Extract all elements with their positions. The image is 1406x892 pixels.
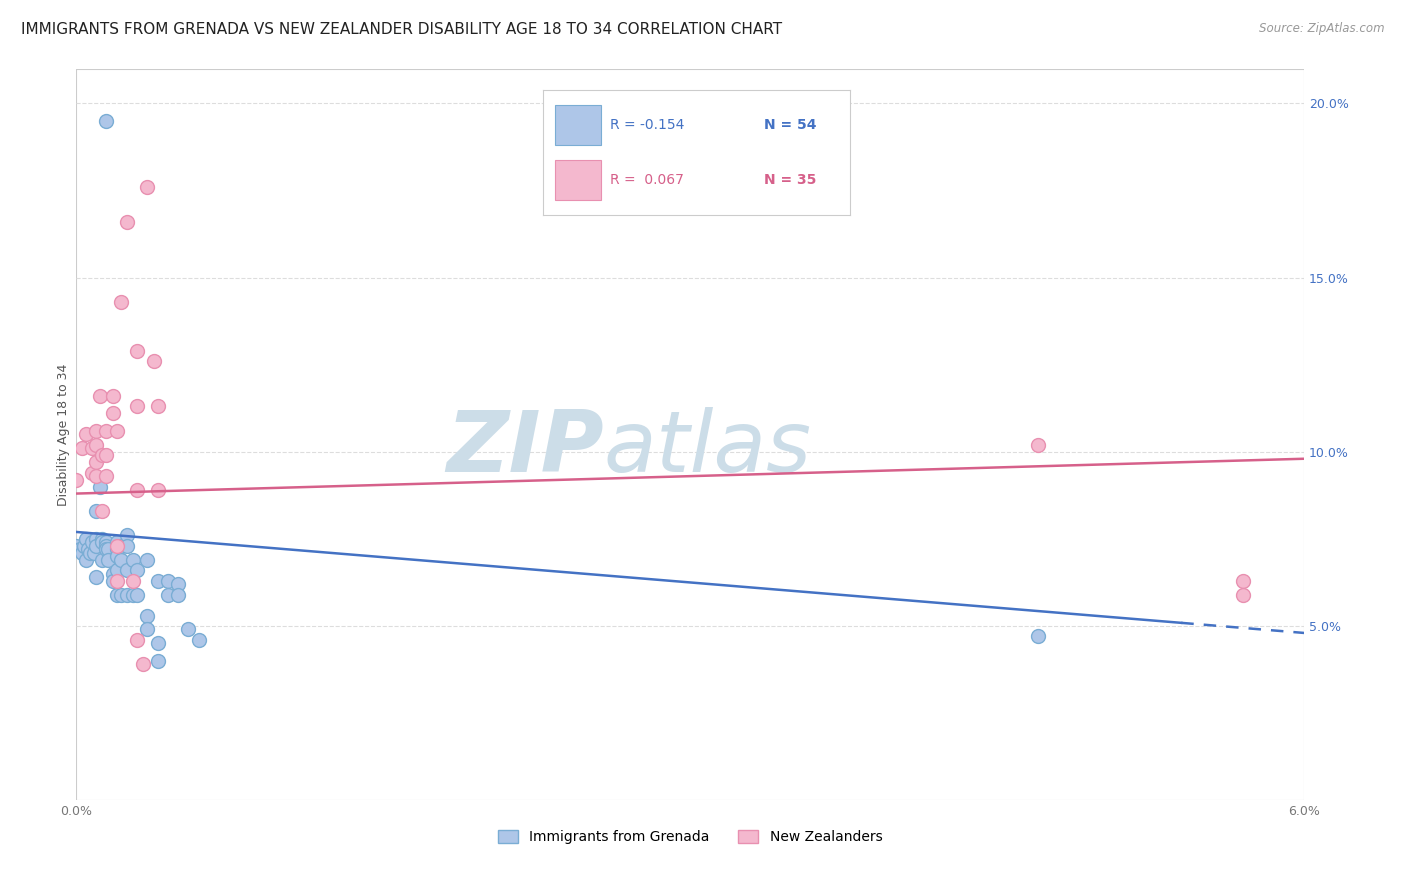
Point [1026, 629, 1049, 643]
Point [96, 113, 118, 128]
Point [1232, 588, 1254, 602]
Point [91, 448, 114, 462]
Point [105, 535, 128, 549]
Point [110, 588, 132, 602]
Point [110, 295, 132, 310]
Point [105, 424, 128, 438]
Point [75, 553, 97, 567]
Point [115, 528, 138, 542]
Y-axis label: Disability Age 18 to 34: Disability Age 18 to 34 [58, 363, 70, 506]
Point [115, 588, 138, 602]
Point [75, 427, 97, 442]
Point [127, 588, 149, 602]
Point [84, 438, 107, 452]
Text: ZIP: ZIP [446, 408, 605, 491]
Point [84, 455, 107, 469]
Point [167, 577, 190, 591]
Point [105, 588, 128, 602]
Point [82, 466, 104, 480]
Point [96, 448, 118, 462]
Point [84, 539, 107, 553]
Point [136, 608, 159, 623]
Point [136, 553, 159, 567]
Point [69, 542, 91, 557]
Point [97, 542, 120, 557]
Legend: Immigrants from Grenada, New Zealanders: Immigrants from Grenada, New Zealanders [498, 830, 883, 845]
Point [146, 636, 169, 650]
Point [122, 553, 145, 567]
Point [82, 442, 104, 456]
Point [115, 539, 138, 553]
Point [177, 623, 200, 637]
Point [127, 483, 149, 497]
Point [136, 623, 159, 637]
Point [84, 469, 107, 483]
Point [122, 588, 145, 602]
Point [146, 483, 169, 497]
Text: atlas: atlas [605, 408, 811, 491]
Point [142, 354, 165, 368]
Text: Source: ZipAtlas.com: Source: ZipAtlas.com [1260, 22, 1385, 36]
Point [84, 424, 107, 438]
Point [89, 480, 111, 494]
Point [146, 574, 169, 588]
Point [110, 553, 132, 567]
Point [65, 473, 87, 487]
Point [101, 566, 124, 581]
Point [105, 563, 128, 577]
Point [89, 389, 111, 403]
Point [84, 504, 107, 518]
Point [127, 343, 149, 358]
Point [101, 389, 124, 403]
Point [110, 539, 132, 553]
Point [1026, 438, 1049, 452]
Point [91, 553, 114, 567]
Point [101, 574, 124, 588]
Point [73, 539, 96, 553]
Point [122, 574, 145, 588]
Point [115, 563, 138, 577]
Point [65, 539, 87, 553]
Point [70, 546, 93, 560]
Point [105, 539, 128, 553]
Point [84, 570, 107, 584]
Point [156, 588, 179, 602]
Point [96, 535, 118, 549]
Point [79, 546, 101, 560]
Point [132, 657, 155, 672]
Point [105, 549, 128, 564]
Point [82, 535, 104, 549]
Point [97, 553, 120, 567]
Point [77, 542, 100, 557]
Point [75, 532, 97, 546]
Point [146, 654, 169, 668]
Point [167, 588, 190, 602]
Point [105, 574, 128, 588]
Point [70, 442, 93, 456]
Point [84, 532, 107, 546]
Point [127, 563, 149, 577]
Text: IMMIGRANTS FROM GRENADA VS NEW ZEALANDER DISABILITY AGE 18 TO 34 CORRELATION CHA: IMMIGRANTS FROM GRENADA VS NEW ZEALANDER… [21, 22, 782, 37]
Point [127, 400, 149, 414]
Point [96, 542, 118, 557]
Point [156, 574, 179, 588]
Point [96, 469, 118, 483]
Point [91, 504, 114, 518]
Point [101, 407, 124, 421]
Point [1232, 574, 1254, 588]
Point [96, 424, 118, 438]
Point [96, 539, 118, 553]
Point [91, 535, 114, 549]
Point [127, 632, 149, 647]
Point [187, 632, 209, 647]
Point [105, 542, 128, 557]
Point [83, 546, 105, 560]
Point [115, 215, 138, 229]
Point [146, 400, 169, 414]
Point [91, 532, 114, 546]
Point [136, 180, 159, 194]
